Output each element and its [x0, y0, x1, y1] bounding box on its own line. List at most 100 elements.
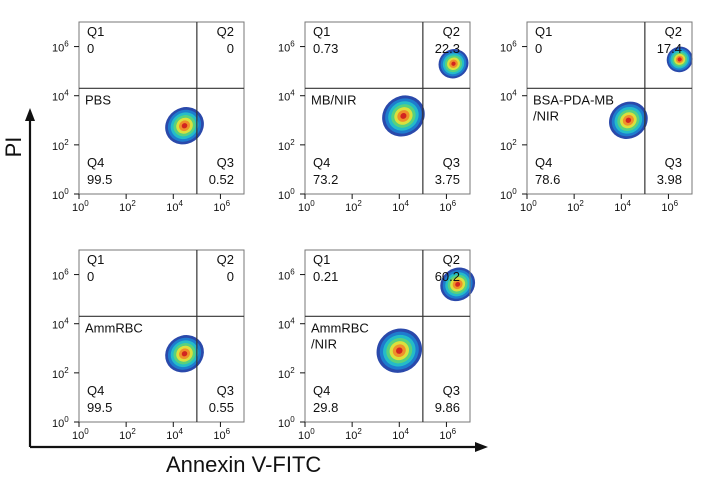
y-tick-exponent: 4: [64, 317, 69, 326]
y-tick-label: 104: [278, 89, 295, 104]
quadrant-q2-label: Q2: [443, 252, 460, 267]
x-tick-label: 100: [298, 199, 315, 214]
y-tick-label: 106: [278, 268, 295, 283]
x-tick-label: 104: [392, 427, 409, 442]
quadrant-q1-value: 0: [87, 41, 94, 56]
y-tick-exponent: 4: [290, 89, 295, 98]
x-tick-label: 102: [119, 427, 136, 442]
x-tick-label: 100: [72, 427, 89, 442]
y-tick-label: 102: [500, 138, 517, 153]
density-level-1-6: [451, 61, 456, 66]
quadrant-q1-value: 0.21: [313, 269, 338, 284]
x-tick-exponent: 4: [405, 199, 410, 208]
sample-label-line: AmmRBC: [311, 320, 369, 335]
x-tick-exponent: 6: [226, 427, 231, 436]
x-tick-exponent: 4: [627, 199, 632, 208]
density-level-1-6: [455, 281, 461, 287]
density-level-1-6: [677, 57, 682, 62]
panel-1: 100 102 104 106 100 102 104 106 Q1 0.73 Q2 22.3 Q4 73…: [278, 21, 471, 214]
panel-2: 100 102 104 106 100 102 104 106 Q1 0 Q2 17.4 Q4 78.6 Q…: [500, 21, 693, 214]
y-axis-title: PI: [1, 136, 26, 158]
x-tick-exponent: 6: [226, 199, 231, 208]
x-tick-label: 102: [345, 199, 362, 214]
x-tick-exponent: 0: [310, 199, 315, 208]
quadrant-q2-label: Q2: [217, 24, 234, 39]
x-tick-exponent: 0: [84, 199, 89, 208]
x-tick-exponent: 4: [179, 427, 184, 436]
y-tick-label: 104: [500, 89, 517, 104]
quadrant-q3-value: 9.86: [435, 400, 460, 415]
y-tick-exponent: 0: [290, 415, 295, 424]
density-level-0-6: [181, 123, 188, 129]
y-tick-exponent: 0: [64, 415, 69, 424]
quadrant-q2-value: 17.4: [657, 41, 682, 56]
quadrant-q4-label: Q4: [87, 383, 104, 398]
y-tick-label: 104: [52, 89, 69, 104]
sample-label-line: /NIR: [533, 108, 559, 123]
quadrant-q2-value: 0: [227, 41, 234, 56]
y-tick-exponent: 2: [512, 138, 517, 147]
y-tick-label: 102: [278, 138, 295, 153]
y-tick-label: 104: [278, 317, 295, 332]
y-tick-exponent: 0: [512, 187, 517, 196]
plot-frame: [78, 21, 245, 195]
y-tick-label: 106: [52, 268, 69, 283]
y-tick-label: 100: [52, 415, 69, 430]
quadrant-q4-label: Q4: [87, 155, 104, 170]
x-tick-exponent: 4: [405, 427, 410, 436]
y-tick-exponent: 6: [64, 268, 69, 277]
x-tick-exponent: 2: [579, 199, 584, 208]
sample-label-line: MB/NIR: [311, 92, 357, 107]
sample-label-line: BSA-PDA-MB: [533, 92, 614, 107]
density-level-0-6: [400, 113, 407, 119]
quadrant-q4-value: 99.5: [87, 172, 112, 187]
y-tick-label: 102: [52, 366, 69, 381]
y-tick-label: 100: [500, 187, 517, 202]
x-tick-label: 104: [614, 199, 631, 214]
quadrant-q1-label: Q1: [535, 24, 552, 39]
quadrant-q4-value: 99.5: [87, 400, 112, 415]
y-tick-label: 100: [52, 187, 69, 202]
x-tick-exponent: 2: [131, 199, 136, 208]
quadrant-q3-label: Q3: [443, 155, 460, 170]
quadrant-q4-label: Q4: [313, 155, 330, 170]
y-tick-label: 102: [278, 366, 295, 381]
x-tick-label: 102: [345, 427, 362, 442]
x-tick-exponent: 2: [131, 427, 136, 436]
quadrant-q1-value: 0: [535, 41, 542, 56]
x-tick-label: 102: [567, 199, 584, 214]
y-tick-label: 102: [52, 138, 69, 153]
y-tick-exponent: 6: [64, 40, 69, 49]
x-axis-title: Annexin V-FITC: [166, 452, 322, 477]
quadrant-q2-label: Q2: [665, 24, 682, 39]
y-tick-exponent: 2: [64, 366, 69, 375]
y-tick-exponent: 0: [290, 187, 295, 196]
y-tick-label: 104: [52, 317, 69, 332]
x-tick-label: 100: [298, 427, 315, 442]
x-tick-exponent: 4: [179, 199, 184, 208]
quadrant-q3-label: Q3: [217, 383, 234, 398]
sample-label-line: PBS: [85, 92, 111, 107]
quadrant-q1-label: Q1: [313, 24, 330, 39]
quadrant-q4-label: Q4: [535, 155, 552, 170]
x-axis-arrow: [475, 442, 488, 452]
quadrant-q1-label: Q1: [87, 24, 104, 39]
panel-3: 100 102 104 106 100 102 104 106 Q1 0 Q2 0 Q4 99.5 Q3 0.…: [52, 249, 245, 442]
y-tick-label: 100: [278, 187, 295, 202]
x-tick-label: 106: [661, 199, 678, 214]
y-tick-exponent: 6: [290, 40, 295, 49]
x-tick-label: 102: [119, 199, 136, 214]
plot-frame: [526, 21, 693, 195]
y-tick-exponent: 4: [512, 89, 517, 98]
quadrant-q3-label: Q3: [217, 155, 234, 170]
y-tick-exponent: 2: [290, 366, 295, 375]
quadrant-q4-label: Q4: [313, 383, 330, 398]
x-tick-exponent: 6: [674, 199, 679, 208]
plot-frame: [78, 249, 245, 423]
x-tick-exponent: 6: [452, 199, 457, 208]
density-level-0-6: [181, 351, 188, 357]
quadrant-q3-value: 0.55: [209, 400, 234, 415]
sample-label-line: /NIR: [311, 336, 337, 351]
